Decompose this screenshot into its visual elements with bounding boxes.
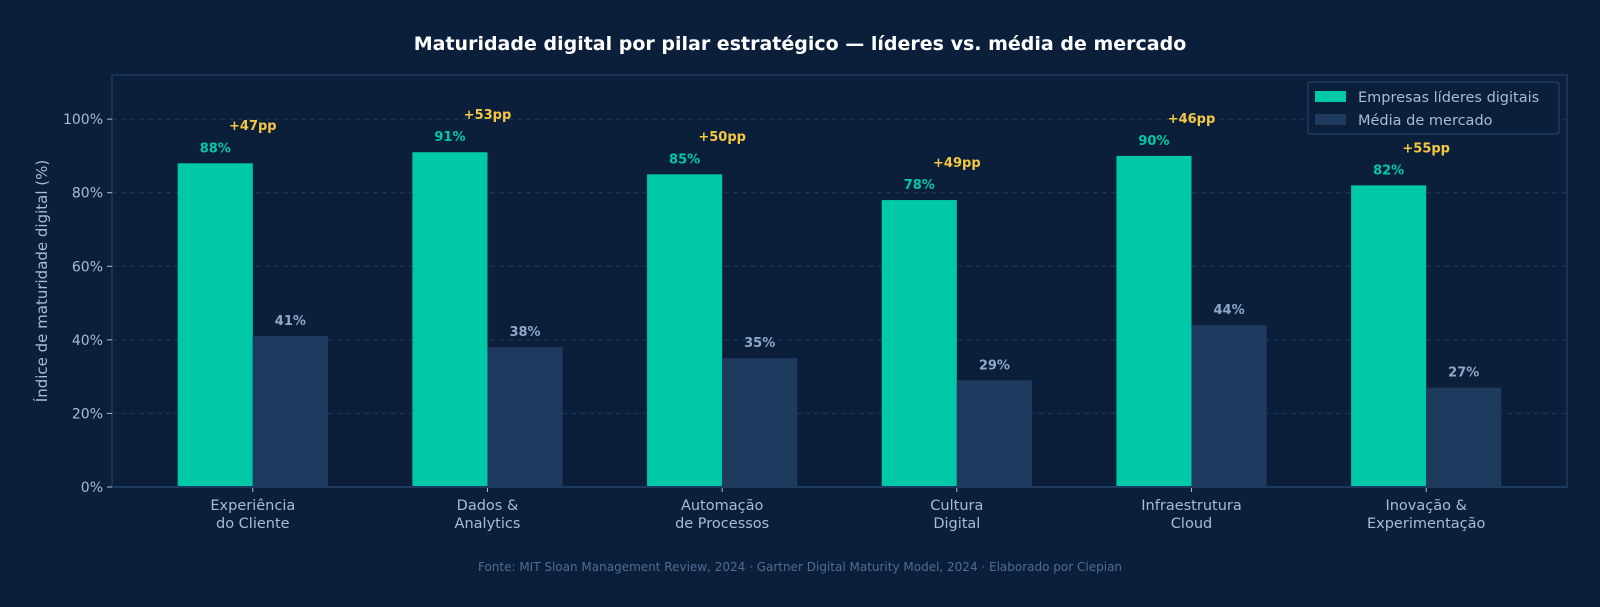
chart-title: Maturidade digital por pilar estratégico… [414,33,1187,55]
gap-label: +49pp [933,156,981,171]
legend-label: Média de mercado [1358,113,1493,129]
x-tick-label: Infraestrutura Cloud [1141,498,1241,532]
legend-swatch [1315,91,1346,102]
gap-label: +50pp [698,130,746,145]
y-tick-label: 0% [81,480,103,496]
x-tick-label: Dados & Analytics [455,498,521,532]
x-tick-label: Cultura Digital [930,498,983,532]
y-tick-label: 80% [72,186,103,202]
bar-leaders [412,152,488,487]
bar-leaders [1351,185,1427,487]
y-axis-label: Índice de maturidade digital (%) [32,160,51,402]
gap-label: +47pp [229,119,277,134]
bar-market [252,336,328,487]
bar-value-label: 91% [434,130,465,145]
bar-market [956,380,1032,487]
bar-leaders [647,174,723,488]
y-tick-label: 20% [72,406,103,422]
bar-value-label: 29% [979,358,1010,373]
bar-value-label: 38% [509,325,540,340]
legend-label: Empresas líderes digitais [1358,90,1539,106]
y-tick-label: 40% [72,333,103,349]
y-tick-label: 100% [63,112,103,128]
bar-leaders [1116,155,1192,487]
bar-value-label: 78% [904,178,935,193]
gap-label: +46pp [1168,112,1216,127]
bar-leaders [881,200,957,488]
bar-market [1191,325,1267,487]
legend-frame [1307,81,1560,135]
bar-market [487,347,563,487]
bar-value-label: 82% [1373,163,1404,178]
bar-value-label: 90% [1138,134,1169,149]
bar-value-label: 35% [744,336,775,351]
bar-leaders [177,163,253,488]
gap-label: +53pp [464,108,512,123]
bar-market [722,358,798,487]
bar-value-label: 41% [275,314,306,329]
x-tick-label: Experiência do Cliente [210,498,295,532]
y-tick-label: 60% [72,259,103,275]
source-note: Fonte: MIT Sloan Management Review, 2024… [478,560,1122,574]
x-tick-label: Automação de Processos [675,498,769,532]
bar-value-label: 85% [669,152,700,167]
legend: Empresas líderes digitais Média de mercad… [1307,81,1560,135]
bar-value-label: 27% [1448,366,1479,381]
x-tick-label: Inovação & Experimentação [1367,498,1486,532]
bar-market [1426,387,1502,487]
gap-label: +55pp [1402,141,1450,156]
legend-swatch [1315,114,1346,125]
bar-value-label: 88% [200,141,231,156]
bar-value-label: 44% [1214,303,1245,318]
